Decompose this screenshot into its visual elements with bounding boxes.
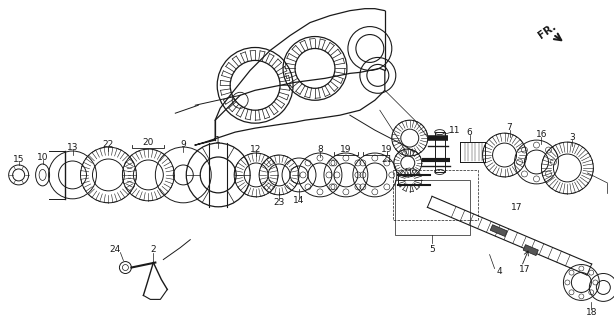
Bar bbox=[490, 225, 507, 236]
Bar bbox=[393, 170, 478, 220]
Text: FR.: FR. bbox=[537, 21, 558, 40]
Text: 18: 18 bbox=[585, 308, 597, 317]
Text: 24: 24 bbox=[110, 245, 121, 254]
Text: 17: 17 bbox=[519, 265, 530, 274]
Text: 13: 13 bbox=[67, 142, 78, 152]
Text: 10: 10 bbox=[37, 153, 49, 162]
Text: 22: 22 bbox=[103, 140, 114, 148]
Text: 1: 1 bbox=[215, 136, 221, 145]
Text: 7: 7 bbox=[507, 123, 512, 132]
Text: 3: 3 bbox=[569, 132, 575, 141]
Bar bbox=[395, 180, 470, 235]
Text: 8: 8 bbox=[317, 145, 323, 154]
Text: 9: 9 bbox=[180, 140, 186, 148]
Text: 14: 14 bbox=[293, 196, 304, 205]
Text: 21: 21 bbox=[381, 155, 392, 164]
Text: 6: 6 bbox=[467, 128, 472, 137]
Text: 17: 17 bbox=[511, 203, 522, 212]
Text: 23: 23 bbox=[274, 198, 285, 207]
Bar bbox=[435, 132, 445, 172]
Bar bbox=[523, 244, 538, 256]
Text: 20: 20 bbox=[143, 138, 154, 147]
Text: 2: 2 bbox=[151, 245, 156, 254]
Text: 19: 19 bbox=[340, 145, 352, 154]
Text: 4: 4 bbox=[497, 267, 502, 276]
Text: 11: 11 bbox=[449, 126, 461, 135]
Text: 5: 5 bbox=[429, 245, 435, 254]
Text: 19: 19 bbox=[381, 145, 392, 154]
Text: 15: 15 bbox=[13, 155, 25, 164]
Text: 16: 16 bbox=[536, 130, 547, 139]
Text: 12: 12 bbox=[250, 145, 262, 154]
